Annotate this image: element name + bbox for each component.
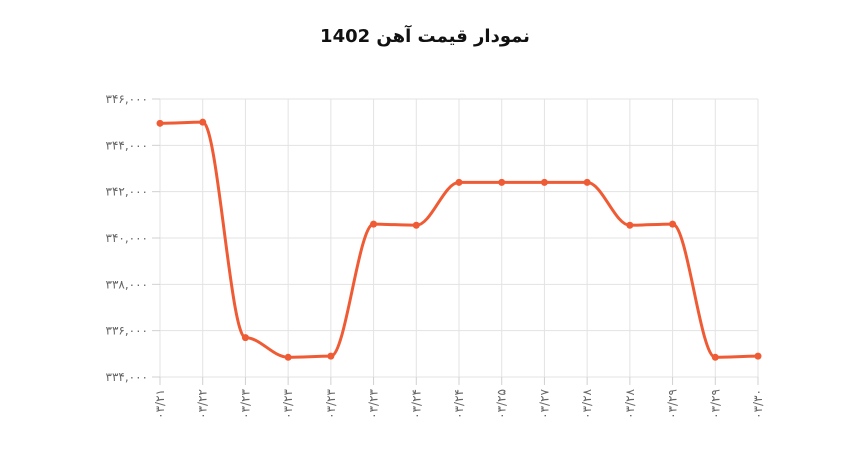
data-point[interactable] — [754, 352, 762, 360]
x-tick-label: ۰۳/۲۲ — [196, 389, 210, 419]
data-point[interactable] — [540, 178, 548, 186]
data-point[interactable] — [412, 221, 420, 229]
data-point[interactable] — [327, 352, 335, 360]
y-tick-label: ۳۳۶,۰۰۰ — [106, 324, 149, 338]
data-point[interactable] — [498, 178, 506, 186]
x-tick-label: ۰۳/۲۱ — [153, 389, 167, 419]
data-point[interactable] — [711, 353, 719, 361]
data-point[interactable] — [284, 353, 292, 361]
y-tick-label: ۳۴۶,۰۰۰ — [106, 92, 149, 106]
x-tick-label: ۰۳/۲۸ — [580, 388, 594, 418]
y-tick-label: ۳۳۸,۰۰۰ — [106, 277, 149, 291]
x-tick-labels: ۰۳/۲۱ ۰۳/۲۲ ۰۳/۲۳ ۰۳/۲۳ ۰۳/۲۳ ۰۳/۲۳ ۰۳/۲۴ ۰۳/۲۴… — [153, 388, 765, 418]
y-tick-label: ۳۴۰,۰۰۰ — [106, 231, 149, 245]
data-point[interactable] — [156, 119, 164, 127]
x-tick-label: ۰۳/۲۴ — [452, 389, 466, 419]
x-tick-label: ۰۳/۳۰ — [751, 389, 765, 419]
chart-title: نمودار قیمت آهن 1402 — [320, 26, 530, 47]
x-tick-label: ۰۳/۲۷ — [537, 388, 551, 418]
axes — [152, 98, 759, 385]
x-tick-label: ۰۳/۲۳ — [281, 388, 295, 418]
data-point[interactable] — [669, 220, 677, 228]
y-tick-label: ۳۴۲,۰۰۰ — [106, 185, 149, 199]
y-tick-label: ۳۳۴,۰۰۰ — [106, 370, 149, 384]
data-point[interactable] — [370, 220, 378, 228]
series — [156, 118, 762, 361]
x-tick-label: ۰۳/۲۴ — [409, 389, 423, 419]
x-tick-label: ۰۳/۲۹ — [708, 389, 722, 419]
data-point[interactable] — [583, 178, 591, 186]
data-point[interactable] — [199, 118, 207, 126]
x-tick-label: ۰۳/۲۸ — [623, 388, 637, 418]
x-tick-label: ۰۳/۲۵ — [495, 389, 509, 419]
x-tick-label: ۰۳/۲۳ — [324, 388, 338, 418]
y-tick-label: ۳۴۴,۰۰۰ — [106, 138, 149, 152]
grid — [159, 98, 759, 378]
data-point[interactable] — [241, 334, 249, 342]
x-tick-label: ۰۳/۲۹ — [666, 389, 680, 419]
data-point[interactable] — [626, 221, 634, 229]
data-point[interactable] — [455, 178, 463, 186]
y-tick-labels: ۳۳۴,۰۰۰ ۳۳۶,۰۰۰ ۳۳۸,۰۰۰ ۳۴۰,۰۰۰ ۳۴۲,۰۰۰ ۳۴۴,۰… — [106, 92, 149, 384]
x-tick-label: ۰۳/۲۳ — [367, 388, 381, 418]
x-tick-label: ۰۳/۲۳ — [238, 388, 252, 418]
